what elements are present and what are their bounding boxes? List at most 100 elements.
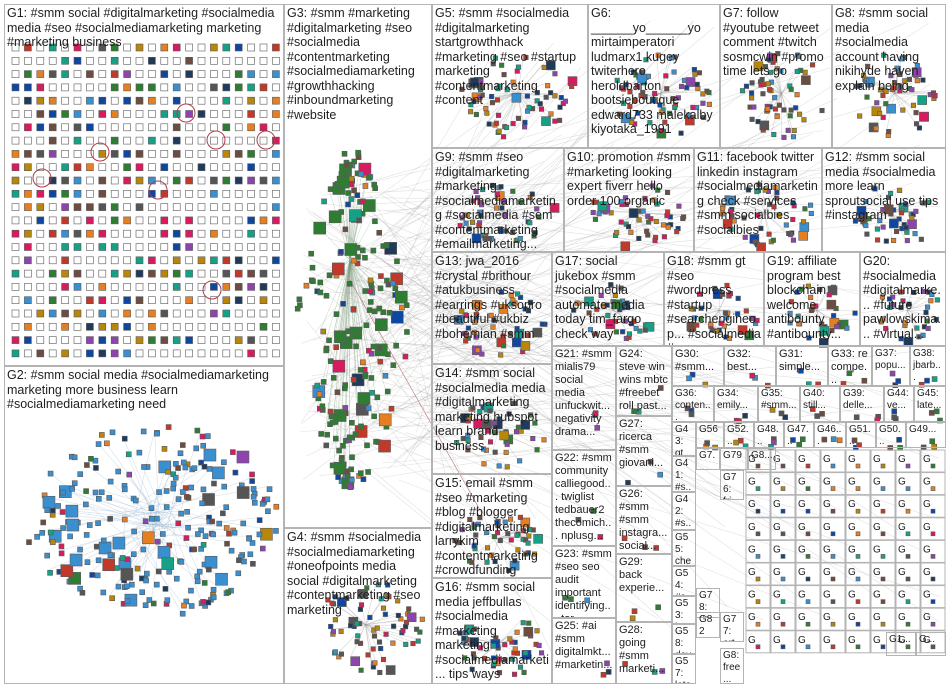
inter-group-edge bbox=[362, 57, 868, 200]
inter-group-edge bbox=[380, 257, 643, 538]
inter-group-edge bbox=[339, 442, 519, 594]
cluster-edge bbox=[517, 55, 524, 94]
tiny-group-label: G bbox=[773, 477, 781, 488]
g2-node bbox=[177, 450, 184, 457]
inter-group-edge bbox=[329, 343, 743, 463]
inter-group-edge bbox=[410, 254, 548, 456]
cluster-edge bbox=[655, 52, 661, 94]
cluster-edge bbox=[472, 321, 499, 331]
inter-group-edge bbox=[384, 419, 930, 439]
group-box-g77: G77: art... bbox=[720, 612, 744, 642]
g2-edge bbox=[99, 489, 157, 507]
g1-node bbox=[197, 70, 206, 78]
cluster-edge bbox=[729, 206, 765, 213]
g1-node bbox=[185, 83, 193, 92]
g1-node bbox=[98, 190, 107, 198]
g1-node bbox=[160, 269, 169, 278]
tiny-group-node bbox=[805, 554, 811, 559]
inter-group-edge bbox=[382, 439, 671, 464]
cluster-edge bbox=[365, 624, 372, 665]
g2-node bbox=[249, 471, 255, 478]
inter-group-edge bbox=[343, 266, 589, 305]
g1-node bbox=[222, 70, 231, 78]
g3-edge bbox=[349, 259, 359, 368]
group-label-g77: G77: art... bbox=[723, 614, 740, 641]
g2-node bbox=[198, 527, 204, 534]
inter-group-edge bbox=[318, 372, 478, 449]
g1-node bbox=[36, 190, 45, 198]
g1-node bbox=[11, 136, 20, 145]
g1-node bbox=[135, 70, 144, 78]
g1-node bbox=[73, 83, 82, 92]
tiny-group-label: G bbox=[848, 522, 856, 533]
inter-group-edge bbox=[325, 351, 910, 417]
group-box-g44: G44: ve... bbox=[884, 386, 914, 422]
tiny-group-label: G bbox=[748, 544, 756, 555]
g1-node bbox=[11, 43, 20, 52]
g1-node bbox=[48, 296, 57, 305]
tiny-group-label: G bbox=[923, 477, 931, 488]
g1-node bbox=[210, 56, 218, 65]
g1-node bbox=[160, 123, 169, 132]
group-box-g54: G54: #s... bbox=[672, 566, 696, 596]
g1-node bbox=[36, 163, 45, 171]
g1-node bbox=[86, 190, 94, 198]
g1-node bbox=[259, 136, 268, 145]
g1-node bbox=[61, 70, 69, 78]
g1-node bbox=[48, 70, 57, 78]
inter-group-edge bbox=[398, 479, 764, 621]
tiny-group-label: G bbox=[923, 522, 931, 533]
g1-node bbox=[61, 163, 69, 171]
g1-node bbox=[73, 110, 82, 118]
inter-group-edge bbox=[342, 452, 579, 645]
g1-node bbox=[222, 83, 231, 92]
g1-node bbox=[110, 216, 119, 225]
g2-node bbox=[180, 489, 186, 495]
g1-node bbox=[24, 216, 32, 225]
cluster-edge bbox=[781, 69, 796, 94]
g1-node bbox=[73, 336, 82, 344]
cluster-edge bbox=[762, 64, 782, 94]
cluster-edge bbox=[497, 533, 527, 539]
cluster-edge bbox=[613, 310, 644, 329]
cluster-edge bbox=[571, 307, 614, 311]
group-label-g1b: G1... bbox=[889, 634, 911, 645]
inter-group-edge bbox=[379, 373, 779, 412]
cluster-edge bbox=[692, 309, 720, 317]
g1-node bbox=[172, 336, 181, 344]
group-box-g16: G16: #smm social media jeffbullas #socia… bbox=[432, 578, 552, 684]
tiny-group-label: G bbox=[773, 635, 781, 646]
g2-node bbox=[183, 535, 190, 541]
g1-node bbox=[210, 43, 218, 52]
tiny-group-label: G bbox=[898, 522, 906, 533]
group-box-g82: G82 bbox=[696, 612, 720, 638]
inter-group-edge bbox=[411, 219, 922, 267]
cluster-edge bbox=[517, 93, 553, 120]
inter-group-edge bbox=[310, 219, 719, 498]
cluster-edge bbox=[635, 212, 654, 236]
group-box-g2: G2: #smm social media #socialmediamarket… bbox=[4, 366, 284, 684]
g1-node bbox=[48, 256, 57, 265]
g1-node bbox=[36, 283, 45, 291]
group-label-g51: G51... bbox=[849, 424, 871, 447]
tiny-group-label: G bbox=[773, 499, 781, 510]
inter-group-edge bbox=[388, 22, 906, 252]
group-box-g42: G42: #s... bbox=[672, 492, 696, 530]
g1-node bbox=[123, 216, 131, 225]
cluster-edge bbox=[708, 310, 720, 323]
g1-node bbox=[160, 136, 169, 145]
group-label-g36: G36: conten... bbox=[675, 388, 711, 422]
group-box-g13: G13: jwa_2016 #crystal #brithour #atukbu… bbox=[432, 252, 552, 364]
group-box-g7b: G7... bbox=[696, 448, 720, 470]
group-box-g8: G8: #smm social media #socialmedia accou… bbox=[832, 4, 946, 148]
cluster-edge bbox=[781, 92, 795, 94]
inter-group-edge bbox=[300, 409, 736, 432]
g1-node bbox=[259, 56, 268, 65]
group-label-g27: G27: ricerca #smm giovani... bbox=[619, 418, 664, 469]
g1-node bbox=[48, 43, 57, 52]
g1-node bbox=[197, 96, 206, 105]
inter-group-edge bbox=[401, 275, 520, 332]
tiny-group-node bbox=[905, 554, 911, 559]
g1-node bbox=[73, 243, 82, 251]
g1-node bbox=[36, 136, 45, 145]
